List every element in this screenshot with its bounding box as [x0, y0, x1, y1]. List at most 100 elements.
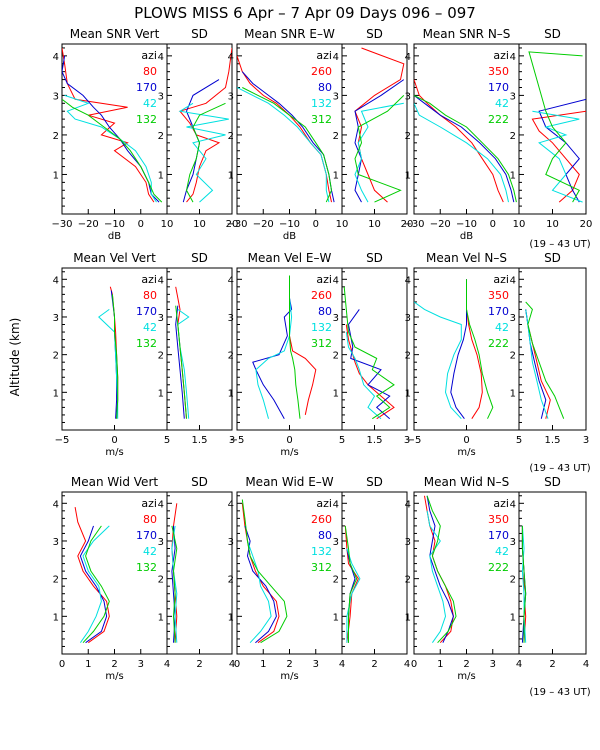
- y-tick-label: 3: [405, 313, 411, 324]
- y-tick-label: 1: [405, 170, 411, 181]
- y-tick-label: 2: [510, 351, 516, 362]
- x-tick-label: −10: [279, 219, 300, 230]
- x-tick-label: 3: [583, 435, 589, 446]
- series-group: [237, 55, 335, 203]
- y-tick-label: 1: [510, 612, 516, 623]
- y-tick-label: 2: [228, 351, 234, 362]
- y-tick-label: 4: [53, 499, 59, 510]
- panel-title: Mean Wid Vert: [71, 475, 158, 489]
- y-tick-label: 2: [333, 351, 339, 362]
- series-line-42: [426, 510, 447, 643]
- x-tick-label: 1: [437, 659, 443, 670]
- legend-entry: 312: [311, 337, 332, 350]
- x-tick-label: −20: [253, 219, 274, 230]
- series-group: [528, 51, 586, 203]
- legend-header: azi: [493, 273, 509, 286]
- y-tick-label: 4: [228, 275, 234, 286]
- ut-note-row1: (19 – 43 UT): [529, 239, 590, 250]
- x-tick-label: 0: [463, 435, 469, 446]
- series-line-350: [414, 79, 504, 203]
- panel-snr-vert_sd: SD 1 2 3 4 10 20: [158, 27, 239, 230]
- figure-title: PLOWS MISS 6 Apr – 7 Apr 09 Days 096 – 0…: [134, 4, 476, 22]
- series-line-42: [64, 94, 157, 203]
- x-tick-label: −20: [430, 219, 451, 230]
- legend-entry: 222: [488, 113, 509, 126]
- ut-note-row2: (19 – 43 UT): [529, 463, 590, 474]
- series-group: [178, 47, 232, 203]
- series-line-42: [79, 525, 110, 643]
- x-tick-label: 5: [164, 435, 170, 446]
- series-line-80: [179, 47, 232, 203]
- x-tick-label: 20: [401, 219, 414, 230]
- series-line-170: [538, 98, 586, 203]
- x-tick-label: 4: [583, 659, 589, 670]
- x-axis-label: m/s: [457, 671, 475, 682]
- panel-wid-ns_sd: SD 1 2 3 4 2 4: [510, 475, 590, 670]
- legend-entry: 42: [143, 321, 157, 334]
- y-tick-label: 2: [510, 131, 516, 142]
- legend-entry: 170: [136, 529, 157, 542]
- y-tick-label: 3: [228, 91, 234, 102]
- x-tick-label: −5: [407, 435, 422, 446]
- x-axis-label: dB: [460, 231, 473, 242]
- series-line-132: [346, 548, 361, 643]
- x-axis-label: m/s: [457, 447, 475, 458]
- series-line-312: [344, 525, 358, 643]
- series-group: [414, 79, 517, 203]
- y-tick-label: 3: [510, 537, 516, 548]
- series-line-312: [289, 275, 301, 419]
- x-tick-label: 10: [336, 219, 349, 230]
- series-line-132: [237, 87, 330, 203]
- series-line-42: [532, 110, 583, 203]
- x-tick-label: −10: [104, 219, 125, 230]
- y-tick-label: 3: [53, 313, 59, 324]
- y-tick-label: 3: [510, 91, 516, 102]
- panel-vel-ew_sd: SD 1 2 3 4 1.5 3: [333, 251, 411, 446]
- series-line-312: [343, 286, 395, 420]
- y-tick-label: 1: [333, 612, 339, 623]
- legend-entry: 80: [143, 289, 157, 302]
- x-tick-label: 4: [164, 659, 170, 670]
- legend-entry: 42: [495, 97, 509, 110]
- panel-title: SD: [544, 251, 561, 265]
- y-tick-label: 2: [158, 351, 164, 362]
- y-tick-label: 1: [228, 388, 234, 399]
- y-tick-label: 1: [158, 612, 164, 623]
- y-tick-label: 4: [510, 275, 516, 286]
- legend-entry: 42: [143, 97, 157, 110]
- x-tick-label: 2: [463, 659, 469, 670]
- series-line-170: [79, 525, 108, 644]
- x-tick-label: 5: [339, 435, 345, 446]
- series-line-222: [521, 525, 527, 643]
- legend-entry: 260: [311, 289, 332, 302]
- series-line-222: [528, 51, 583, 203]
- y-tick-label: 1: [228, 170, 234, 181]
- panel-title: Mean SNR E–W: [244, 27, 335, 41]
- y-tick-label: 1: [405, 388, 411, 399]
- series-group: [241, 499, 288, 644]
- y-tick-label: 4: [53, 275, 59, 286]
- series-line-80: [347, 309, 391, 420]
- y-tick-label: 3: [333, 537, 339, 548]
- x-tick-label: −30: [403, 219, 424, 230]
- panel-title: Mean Wid N–S: [424, 475, 509, 489]
- x-tick-label: 3: [490, 659, 496, 670]
- panel-snr-ns: Mean SNR N–S 1 2 3 4 −30 −20 −10 0 10 dB azi 350 170 4…: [403, 27, 525, 242]
- series-line-80: [354, 79, 405, 203]
- series-line-350: [466, 279, 483, 419]
- y-tick-label: 1: [228, 612, 234, 623]
- y-tick-label: 1: [405, 612, 411, 623]
- series-line-132: [255, 298, 293, 419]
- legend-entry: 132: [311, 545, 332, 558]
- series-line-132: [345, 331, 382, 420]
- panel-title: Mean SNR N–S: [423, 27, 511, 41]
- x-tick-label: 2: [549, 659, 555, 670]
- series-line-170: [171, 525, 176, 643]
- series-group: [525, 301, 565, 419]
- panel-title: Mean Vel Vert: [73, 251, 156, 265]
- panel-title: SD: [191, 27, 208, 41]
